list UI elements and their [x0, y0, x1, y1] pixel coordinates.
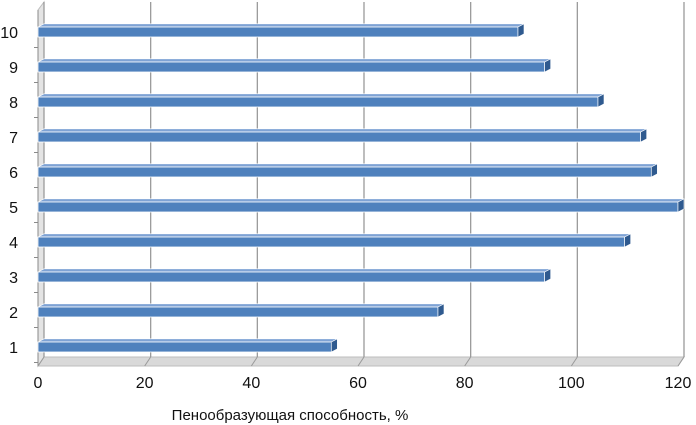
bar-top-face [37, 163, 658, 168]
bar [37, 26, 519, 38]
x-tick-label: 120 [665, 375, 692, 392]
y-tick-label: 3 [9, 270, 18, 287]
bar [37, 306, 439, 318]
gridline-floor [37, 356, 45, 367]
bar [37, 341, 332, 353]
bar-end-face [544, 268, 551, 283]
y-tick-label: 1 [9, 340, 18, 357]
gridline-floor [250, 356, 258, 367]
bar-end-face [651, 163, 658, 178]
bar-top-face [37, 233, 631, 238]
bar-top-face [37, 303, 445, 308]
x-tick-label: 40 [242, 375, 260, 392]
x-tick-label: 100 [558, 375, 585, 392]
bar-top-face [37, 338, 338, 343]
x-axis-label: Пенообразующая способность, % [172, 407, 409, 424]
bar [37, 61, 546, 73]
x-tick-label: 60 [349, 375, 367, 392]
bar [37, 131, 642, 143]
bar-end-face [640, 128, 647, 143]
bar-top-face [37, 93, 605, 98]
bar-top-face [37, 23, 525, 28]
gridline-floor [144, 356, 152, 367]
bar [37, 271, 546, 283]
bar-top-face [37, 268, 551, 273]
gridline-floor [570, 356, 578, 367]
bar-top-face [37, 198, 685, 203]
bar [37, 236, 626, 248]
tick-labels: 0 20 40 60 80 100 120 1 2 3 4 5 6 7 8 9 10 [0, 25, 691, 392]
gridline-floor [677, 356, 685, 367]
bar [37, 96, 599, 108]
x-tick-label: 0 [34, 375, 43, 392]
bar-top-face [37, 128, 647, 133]
bars [37, 23, 685, 353]
gridline-floor [464, 356, 472, 367]
x-tick-label: 20 [136, 375, 154, 392]
y-tick-label: 10 [0, 25, 18, 42]
y-tick-label: 6 [9, 165, 18, 182]
y-tick-label: 4 [9, 235, 18, 252]
bar-top-face [37, 58, 551, 63]
bar-end-face [437, 303, 445, 318]
bar-end-face [597, 93, 605, 108]
bar-end-face [544, 58, 551, 73]
bar-end-face [517, 23, 525, 38]
bar-end-face [677, 198, 685, 213]
y-tick-label: 2 [9, 305, 18, 322]
x-tick-label: 80 [456, 375, 474, 392]
y-tick-label: 8 [9, 95, 18, 112]
gridline-floor [357, 356, 365, 367]
bar-end-face [624, 233, 631, 248]
bar [37, 201, 679, 213]
y-tick-label: 5 [9, 200, 18, 217]
y-tick-label: 7 [9, 130, 18, 147]
bar-end-face [331, 338, 338, 353]
bar [37, 166, 652, 178]
y-tick-label: 9 [9, 60, 18, 77]
